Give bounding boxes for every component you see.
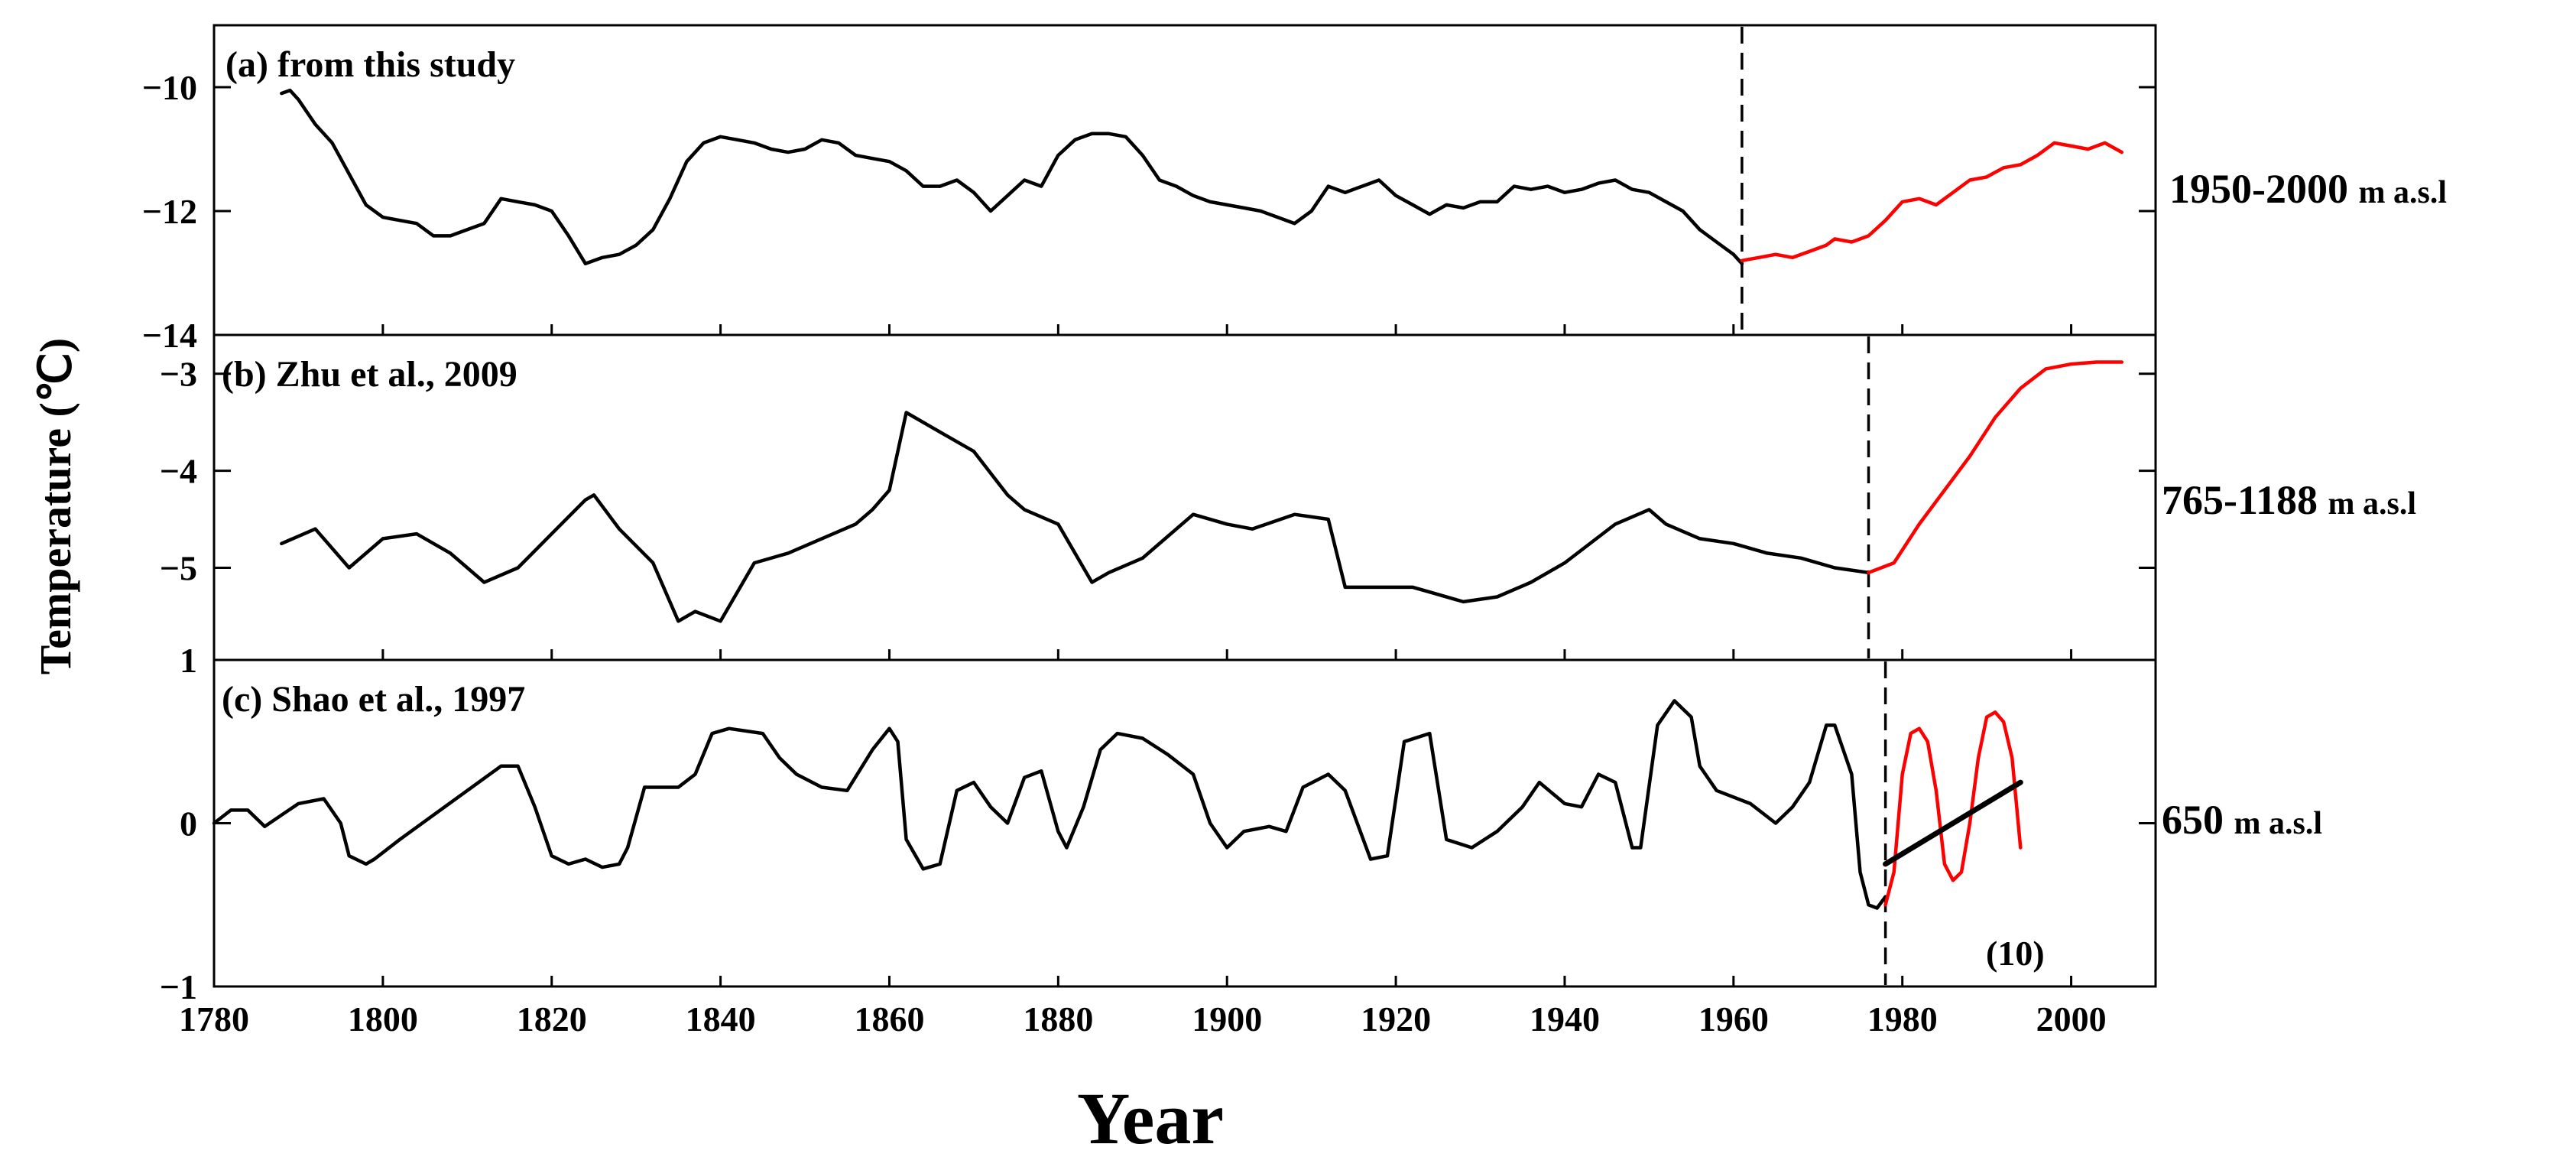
panel-b-elevation: 765-1188 m a.s.l bbox=[2162, 477, 2416, 523]
x-axis-label: Year bbox=[1077, 1077, 1224, 1159]
x-tick-label: 1780 bbox=[179, 999, 249, 1038]
panel-a-elevation: 1950-2000 m a.s.l bbox=[2169, 166, 2447, 212]
x-tick-label: 1920 bbox=[1361, 999, 1431, 1038]
x-tick-label: 1840 bbox=[686, 999, 756, 1038]
panel-c-ytick-label: −1 bbox=[160, 967, 197, 1006]
panel-c-elevation-value: 650 bbox=[2162, 797, 2224, 843]
panel-a-ytick-label: −14 bbox=[142, 316, 197, 355]
panel-b-series-recent bbox=[1867, 360, 2124, 575]
panel-a-elevation-value: 1950-2000 bbox=[2169, 166, 2348, 212]
x-tick-label: 1900 bbox=[1192, 999, 1262, 1038]
panel-c-ytick-label: 0 bbox=[180, 804, 197, 843]
panel-b-ytick-label: −4 bbox=[160, 452, 197, 491]
x-tick-label: 1860 bbox=[854, 999, 924, 1038]
panel-b-ytick-label: −5 bbox=[160, 548, 197, 587]
panel-b-series-reconstruction bbox=[280, 411, 1870, 623]
panel-a-title: (a) from this study bbox=[225, 44, 515, 85]
panel-b-elevation-value: 765-1188 bbox=[2162, 477, 2318, 523]
panel-a-ytick-label: −10 bbox=[142, 68, 197, 107]
panel-a-series-reconstruction bbox=[280, 88, 1744, 266]
x-tick-label: 1800 bbox=[348, 999, 418, 1038]
panel-c-elevation-unit: m a.s.l bbox=[2234, 806, 2323, 841]
panel-c-series-reconstruction bbox=[212, 699, 1887, 910]
x-tick-label: 2000 bbox=[2036, 999, 2107, 1038]
panel-b-ytick-label: −3 bbox=[160, 355, 197, 394]
panel-c-series-recent bbox=[1883, 710, 2023, 907]
y-axis-label: Temperature (℃) bbox=[31, 338, 80, 674]
panel-c-title: (c) Shao et al., 1997 bbox=[222, 679, 525, 720]
x-tick-label: 1880 bbox=[1023, 999, 1093, 1038]
x-tick-label: 1960 bbox=[1698, 999, 1769, 1038]
panel-a-series-recent bbox=[1740, 141, 2124, 263]
panel-a-elevation-unit: m a.s.l bbox=[2358, 175, 2447, 210]
panel-a-ytick-label: −12 bbox=[142, 192, 197, 231]
panel-c-annotation: (10) bbox=[1986, 934, 2045, 973]
panel-c-ytick-label: 1 bbox=[180, 641, 197, 680]
x-tick-label: 1820 bbox=[517, 999, 587, 1038]
x-tick-label: 1980 bbox=[1867, 999, 1938, 1038]
panel-c-elevation: 650 m a.s.l bbox=[2162, 797, 2322, 843]
panel-b-elevation-unit: m a.s.l bbox=[2328, 486, 2417, 522]
panel-c-series-trend bbox=[1883, 779, 2023, 867]
x-tick-label: 1940 bbox=[1530, 999, 1600, 1038]
panel-b-title: (b) Zhu et al., 2009 bbox=[222, 354, 517, 395]
